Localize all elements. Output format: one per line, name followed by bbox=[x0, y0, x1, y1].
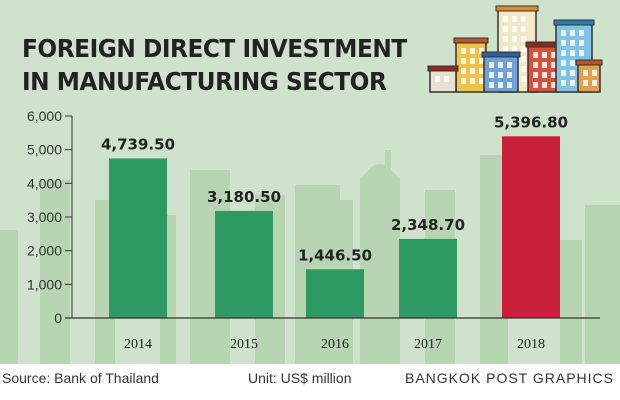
value-label-2018: 5,396.80 bbox=[494, 113, 568, 131]
y-tick-label: 5,000 bbox=[27, 142, 62, 158]
y-axis: 0 1,000 2,000 3,000 4,000 5,000 6,000 bbox=[27, 108, 73, 326]
value-label-2014: 4,739.50 bbox=[101, 135, 175, 153]
bar-chart: 0 1,000 2,000 3,000 4,000 5,000 6,000 4,739.50… bbox=[0, 5, 620, 364]
x-tick-label: 2016 bbox=[321, 337, 349, 352]
chart-title: FOREIGN DIRECT INVESTMENT IN MANUFACTURI… bbox=[22, 32, 407, 98]
value-label-2016: 1,446.50 bbox=[298, 246, 372, 264]
bar-2018 bbox=[502, 136, 560, 318]
graphics-credit: BANGKOK POST GRAPHICS bbox=[404, 370, 614, 386]
value-label-2017: 2,348.70 bbox=[391, 216, 465, 234]
y-tick-label: 3,000 bbox=[27, 209, 62, 225]
bar-2014 bbox=[109, 158, 167, 318]
y-tick-label: 1,000 bbox=[27, 276, 62, 292]
title-line-1: FOREIGN DIRECT INVESTMENT bbox=[22, 34, 407, 63]
footer: Source: Bank of Thailand Unit: US$ milli… bbox=[0, 364, 620, 400]
bar-2015 bbox=[215, 210, 273, 318]
bars: 4,739.50 3,180.50 1,446.50 2,348.70 5,396.80 bbox=[101, 113, 568, 318]
x-tick-label: 2017 bbox=[414, 337, 442, 352]
y-tick-label: 6,000 bbox=[27, 108, 62, 124]
x-tick-label: 2015 bbox=[230, 337, 258, 352]
title-line-2: IN MANUFACTURING SECTOR bbox=[22, 67, 387, 96]
x-tick-label: 2018 bbox=[517, 337, 545, 352]
y-tick-label: 0 bbox=[54, 310, 62, 326]
value-label-2015: 3,180.50 bbox=[207, 188, 281, 206]
x-axis: 2014 2015 2016 2017 2018 bbox=[65, 317, 600, 352]
bar-2016 bbox=[306, 269, 364, 318]
y-tick-label: 2,000 bbox=[27, 243, 62, 259]
buildings-icon bbox=[427, 5, 603, 93]
x-tick-label: 2014 bbox=[124, 337, 152, 352]
unit-note: Unit: US$ million bbox=[248, 370, 352, 386]
bar-2017 bbox=[399, 238, 457, 318]
y-tick-label: 4,000 bbox=[27, 175, 62, 191]
source-note: Source: Bank of Thailand bbox=[2, 370, 159, 386]
